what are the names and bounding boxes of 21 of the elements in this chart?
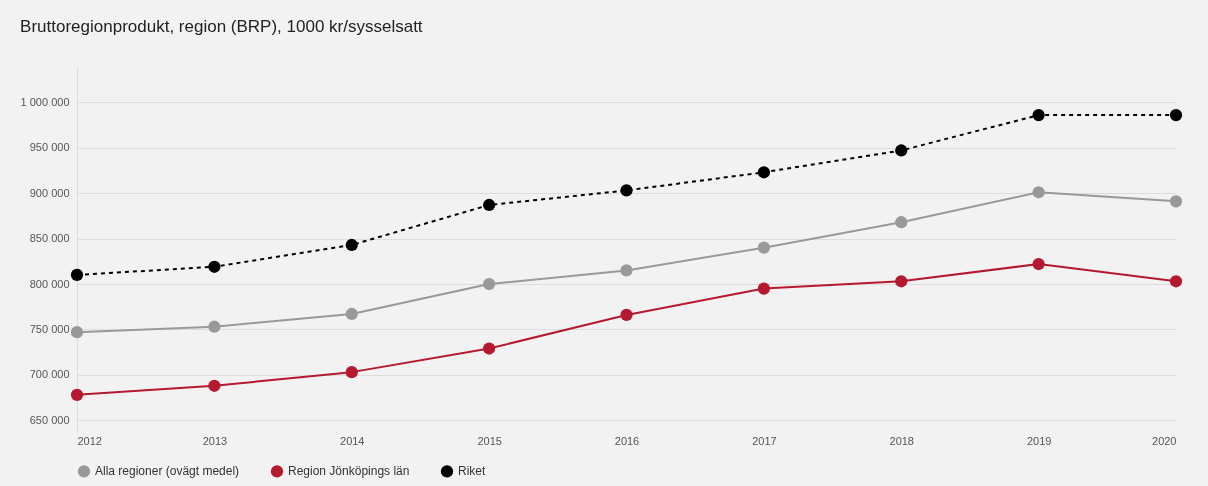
- x-tick-label: 2015: [477, 434, 502, 447]
- x-tick-label: 2013: [202, 434, 228, 447]
- x-tick-label: 2012: [77, 434, 102, 447]
- x-tick-label: 2016: [614, 434, 640, 447]
- y-tick-label: 700 000: [29, 368, 70, 381]
- x-tick-label: 2014: [340, 434, 365, 447]
- y-tick-label: 900 000: [29, 186, 70, 199]
- x-tick-label: 2018: [889, 434, 914, 447]
- legend-label: Region Jönköpings län: [288, 464, 410, 479]
- x-tick-label: 2017: [752, 434, 777, 447]
- y-tick-label: 950 000: [29, 141, 70, 154]
- chart-title: Bruttoregionprodukt, region (BRP), 1000 kr/sysselsatt: [20, 17, 423, 36]
- y-tick-label: 750 000: [29, 322, 70, 335]
- y-tick-label: 850 000: [29, 232, 70, 245]
- legend-label: Alla regioner (ovägt medel): [95, 464, 240, 479]
- y-tick-label: 800 000: [29, 277, 70, 290]
- y-tick-label: 1 000 000: [20, 95, 70, 108]
- x-tick-label: 2020: [1152, 434, 1177, 447]
- y-tick-label: 650 000: [29, 413, 70, 426]
- legend-label: Riket: [458, 464, 487, 479]
- x-tick-label: 2019: [1026, 434, 1052, 447]
